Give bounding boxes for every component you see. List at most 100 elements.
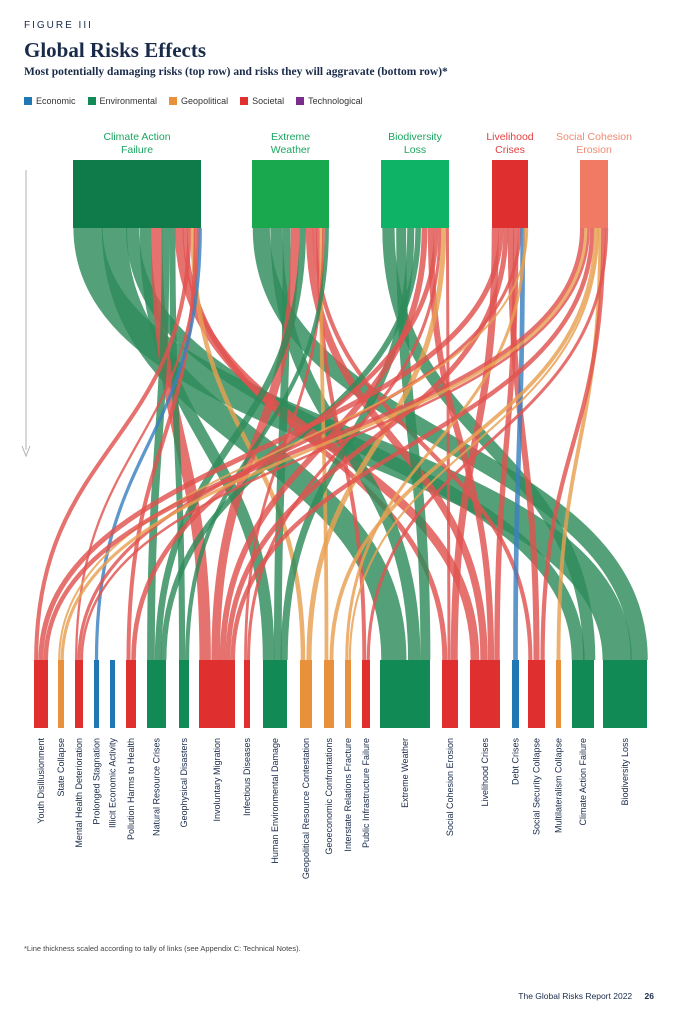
bottom-node-natural-resource-crises [147, 660, 166, 728]
bottom-node-label: Mental Health Deterioration [74, 738, 84, 848]
legend: Economic Environmental Geopolitical Societa… [24, 96, 363, 106]
bottom-node-geophysical-disasters [179, 660, 189, 728]
legend-item-societal: Societal [240, 96, 284, 106]
legend-label: Geopolitical [181, 96, 229, 106]
bottom-node-climate-action-failure [572, 660, 594, 728]
legend-item-environmental: Environmental [87, 96, 158, 106]
bottom-node-label: Pollution Harms to Health [126, 738, 136, 840]
bottom-node-geoeconomic-confrontations [324, 660, 334, 728]
link-biodiversity-loss-to-infectious-diseases [246, 227, 442, 661]
bottom-node-label: Livelihood Crises [480, 738, 490, 807]
legend-item-technological: Technological [296, 96, 363, 106]
link-climate-action-failure-to-geophysical-disasters [169, 227, 186, 661]
top-node-label-line1: Biodiversity [388, 131, 442, 143]
top-node-label-line2: Loss [404, 144, 426, 156]
bottom-node-multilateralism-collapse [556, 660, 561, 728]
bottom-node-state-collapse [58, 660, 64, 728]
link-social-cohesion-erosion-to-state-collapse [60, 227, 588, 661]
legend-label: Economic [36, 96, 76, 106]
link-social-cohesion-erosion-to-involuntary-migration [230, 227, 595, 661]
link-social-cohesion-erosion-to-public-infrastructure-failure [366, 227, 609, 661]
bottom-node-prolonged-stagnation [94, 660, 99, 728]
bottom-node-label: Youth Disillusionment [36, 738, 46, 824]
bottom-node-social-cohesion-erosion [442, 660, 458, 728]
bottom-node-interstate-relations-fracture [345, 660, 351, 728]
link-biodiversity-loss-to-social-cohesion-erosion [445, 227, 451, 661]
top-node-label-line2: Crises [495, 144, 525, 156]
bottom-node-extreme-weather [380, 660, 430, 728]
top-node-label-line2: Erosion [576, 144, 612, 156]
top-node-livelihood-crises [492, 160, 528, 228]
bottom-node-label: Prolonged Stagnation [92, 738, 102, 825]
report-name: The Global Risks Report 2022 [518, 991, 633, 1001]
bottom-node-label: Public Infrastructure Failure [361, 738, 371, 848]
top-node-label-line1: Livelihood [486, 131, 533, 143]
bottom-node-involuntary-migration [199, 660, 235, 728]
bottom-node-label: Climate Action Failure [578, 738, 588, 826]
bottom-node-label: Multilateralism Collapse [554, 738, 564, 833]
figure-label: FIGURE III [24, 20, 93, 31]
bottom-node-infectious-diseases [244, 660, 250, 728]
link-climate-action-failure-to-involuntary-migration [150, 227, 211, 661]
bottom-node-pollution-harms-to-health [126, 660, 136, 728]
legend-swatch [24, 97, 32, 105]
link-climate-action-failure-to-youth-disillusionment [34, 227, 192, 661]
bottom-node-label: Interstate Relations Fracture [343, 738, 353, 852]
bottom-node-livelihood-crises [470, 660, 500, 728]
footnote: *Line thickness scaled according to tall… [24, 944, 301, 953]
legend-swatch [296, 97, 305, 105]
bottom-node-label: Social Cohesion Erosion [445, 738, 455, 836]
legend-swatch [87, 97, 96, 105]
legend-label: Technological [308, 96, 363, 106]
link-social-cohesion-erosion-to-multilateralism-collapse [556, 227, 603, 661]
bottom-node-label: Debt Crises [511, 738, 521, 786]
link-livelihood-crises-to-state-collapse [58, 227, 529, 661]
link-extreme-weather-to-geophysical-disasters [185, 227, 329, 661]
link-climate-action-failure-to-human-environmental-damage [139, 227, 275, 661]
link-social-cohesion-erosion-to-interstate-relations-fracture [348, 227, 600, 661]
bottom-node-label: Infectious Diseases [242, 738, 252, 817]
link-climate-action-failure-to-geopolitical-resource-contestation [190, 227, 306, 661]
top-node-extreme-weather [252, 160, 329, 228]
legend-item-geopolitical: Geopolitical [169, 96, 228, 106]
bottom-node-label: Geopolitical Resource Contestation [301, 738, 311, 879]
bottom-node-label: Biodiversity Loss [620, 738, 630, 806]
top-node-label-line2: Failure [121, 144, 153, 156]
legend-label: Environmental [99, 96, 158, 106]
links-group [34, 227, 648, 661]
link-extreme-weather-to-natural-resource-crises [154, 227, 307, 661]
bottom-node-label: Extreme Weather [400, 738, 410, 808]
bottom-node-debt-crises [512, 660, 519, 728]
page-number: 26 [644, 991, 654, 1001]
bottom-node-geopolitical-resource-contestation [300, 660, 312, 728]
page-footer: The Global Risks Report 2022 26 [518, 991, 654, 1001]
bottom-node-label: Geophysical Disasters [179, 738, 189, 828]
bottom-node-label: Illicit Economic Activity [108, 738, 118, 829]
top-node-label-line1: Extreme [271, 131, 310, 143]
bottom-node-public-infrastructure-failure [362, 660, 370, 728]
legend-item-economic: Economic [24, 96, 76, 106]
top-node-label-line1: Social Cohesion [556, 131, 632, 143]
link-social-cohesion-erosion-to-geoeconomic-confrontations [329, 227, 598, 661]
link-livelihood-crises-to-interstate-relations-fracture [345, 227, 527, 661]
top-node-social-cohesion-erosion [580, 160, 608, 228]
bottom-node-label: Social Security Collapse [532, 738, 542, 835]
link-biodiversity-loss-to-pollution-harms-to-health [131, 227, 439, 661]
bottom-node-human-environmental-damage [263, 660, 287, 728]
bottom-node-mental-health-deterioration [75, 660, 83, 728]
bottom-node-youth-disillusionment [34, 660, 48, 728]
chart-subtitle: Most potentially damaging risks (top row… [24, 66, 448, 78]
flow-arrow-head [21, 445, 31, 458]
chart-title: Global Risks Effects [24, 38, 207, 62]
legend-swatch [240, 97, 249, 105]
link-social-cohesion-erosion-to-youth-disillusionment [43, 227, 585, 661]
link-livelihood-crises-to-involuntary-migration [225, 227, 509, 661]
link-livelihood-crises-to-youth-disillusionment [38, 227, 504, 661]
bottom-node-social-security-collapse [528, 660, 545, 728]
bottom-node-label: Natural Resource Crises [152, 738, 162, 837]
bottom-node-label: Human Environmental Damage [270, 738, 280, 864]
top-node-climate-action-failure [73, 160, 201, 228]
link-climate-action-failure-to-natural-resource-crises [147, 227, 170, 661]
top-node-biodiversity-loss [381, 160, 449, 228]
bottom-node-illicit-economic-activity [110, 660, 115, 728]
